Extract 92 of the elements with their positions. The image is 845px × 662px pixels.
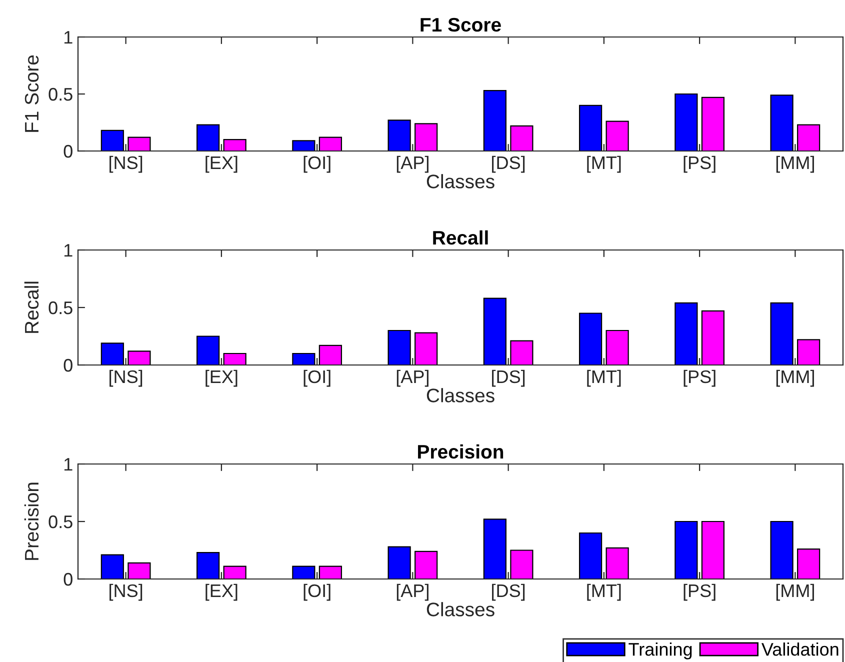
x-tick-label: [OI] [304,156,330,173]
x-tick-label: [PS] [684,370,716,387]
y-tick-label: 0.5 [48,301,72,314]
bar [100,130,124,151]
bar [292,566,316,579]
bar [223,352,246,365]
bar [388,546,411,579]
bar [196,124,220,151]
bar [510,340,534,365]
bar [318,566,342,579]
x-tick-label: [PS] [684,584,716,601]
y-axis-title: F1 Score [24,55,39,132]
x-tick-label: [AP] [396,370,428,387]
x-tick-label: [MM] [776,584,814,601]
bar [100,554,124,579]
bar [128,350,151,365]
x-tick-label: [PS] [684,156,716,173]
chart-title: Recall [433,230,488,245]
bar [701,520,724,579]
bar [797,548,820,579]
bar [100,342,124,365]
bar [674,93,698,151]
bar [414,123,438,151]
y-tick-label: 1 [64,458,72,471]
y-tick-label: 0 [64,144,72,158]
bar [606,547,629,579]
bar [606,330,629,365]
x-axis-title: Classes [426,602,494,616]
bar [797,339,820,365]
chart-title: F1 Score [420,18,501,32]
x-tick-label: [DS] [492,370,525,387]
y-tick-label: 1 [64,244,72,257]
bar [510,550,534,579]
x-tick-label: [MT] [587,370,621,387]
x-tick-label: [AP] [396,584,428,601]
bar [579,104,602,151]
y-tick-label: 1 [64,31,72,44]
bar [128,136,151,151]
y-axis-title: Recall [24,282,39,333]
bar [483,518,506,579]
bar [483,90,506,151]
x-tick-label: [EX] [206,584,238,601]
bar [606,120,629,151]
bar [196,336,220,365]
bar [196,552,220,579]
x-tick-label: [NS] [110,156,142,173]
x-tick-label: [MM] [776,156,814,173]
bar [770,302,794,365]
bar [674,302,698,365]
x-tick-label: [NS] [110,584,142,601]
x-axis-title: Classes [426,174,494,188]
bar [770,520,794,579]
bar [414,332,438,365]
x-tick-label: [OI] [304,370,330,387]
bar [674,520,698,579]
bar [292,140,316,151]
bar [483,298,506,365]
x-tick-label: [DS] [492,584,525,601]
bar [579,532,602,579]
bar [414,550,438,579]
x-tick-label: [EX] [206,156,238,173]
bar [797,124,820,151]
x-tick-label: [NS] [110,370,142,387]
bar [292,352,316,365]
x-tick-label: [MT] [587,156,621,173]
y-tick-label: 0.5 [48,515,72,528]
bar [770,94,794,151]
x-tick-label: [MT] [587,584,621,601]
bar [510,125,534,151]
bar [223,139,246,151]
legend-label: Validation [762,642,838,656]
x-axis-title: Classes [426,388,494,402]
bar [388,330,411,365]
x-tick-label: [AP] [396,156,428,173]
chart-title: Precision [418,444,504,459]
y-tick-label: 0.5 [48,88,72,101]
bar [223,566,246,579]
y-axis-title: Precision [24,482,39,560]
bar [388,120,411,151]
bar [579,312,602,365]
bar [701,96,724,151]
x-tick-label: [OI] [304,584,330,601]
y-tick-label: 0 [64,572,72,586]
y-tick-label: 0 [64,358,72,372]
x-tick-label: [MM] [776,370,814,387]
bar [701,310,724,365]
bar [128,562,151,579]
bar [318,136,342,151]
bar [318,344,342,365]
x-tick-label: [DS] [492,156,525,173]
x-tick-label: [EX] [206,370,238,387]
legend-label: Training [628,642,692,660]
